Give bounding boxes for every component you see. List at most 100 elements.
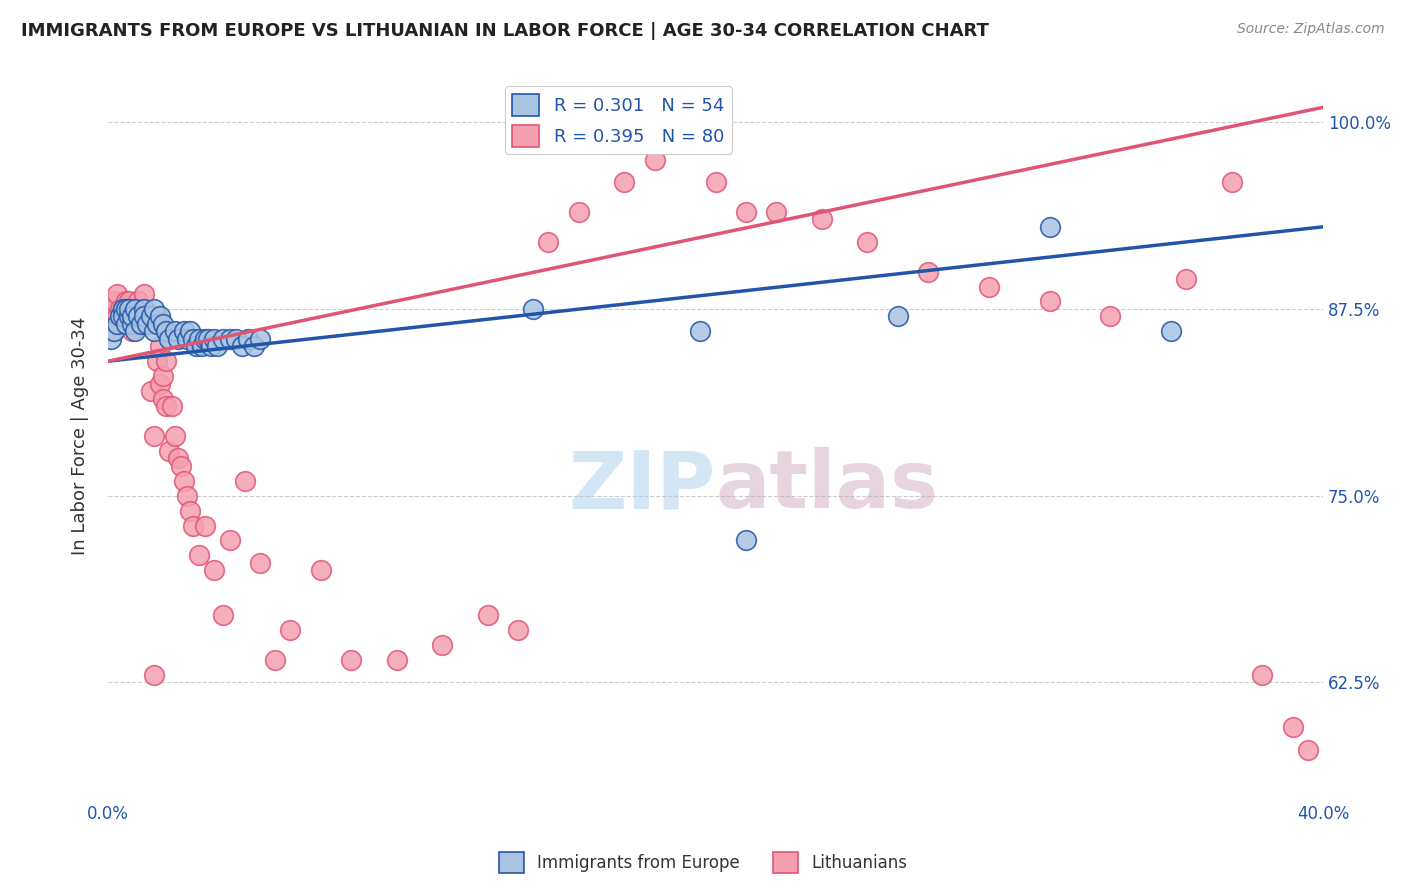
Point	[100, 332, 122, 346]
Point	[124, 301, 146, 316]
Point	[127, 310, 149, 324]
Point	[121, 324, 143, 338]
Point	[100, 324, 122, 338]
Point	[194, 332, 217, 346]
Point	[112, 310, 135, 324]
Point	[155, 399, 177, 413]
Point	[100, 301, 122, 316]
Point	[704, 175, 727, 189]
Point	[124, 324, 146, 338]
Point	[108, 310, 131, 324]
Point	[184, 339, 207, 353]
Point	[233, 474, 256, 488]
Point	[152, 392, 174, 406]
Point	[145, 317, 167, 331]
Point	[218, 533, 240, 548]
Point	[108, 301, 131, 316]
Point	[139, 384, 162, 398]
Point	[112, 301, 135, 316]
Point	[1160, 324, 1182, 338]
Point	[249, 332, 271, 346]
Point	[152, 317, 174, 331]
Point	[112, 310, 135, 324]
Point	[127, 294, 149, 309]
Text: Source: ZipAtlas.com: Source: ZipAtlas.com	[1237, 22, 1385, 37]
Point	[1175, 272, 1198, 286]
Y-axis label: In Labor Force | Age 30-34: In Labor Force | Age 30-34	[72, 317, 89, 555]
Point	[1251, 668, 1274, 682]
Point	[160, 399, 183, 413]
Point	[309, 563, 332, 577]
Point	[118, 317, 141, 331]
Point	[278, 623, 301, 637]
Point	[118, 301, 141, 316]
Point	[176, 332, 198, 346]
Point	[1296, 742, 1319, 756]
Point	[194, 518, 217, 533]
Point	[139, 310, 162, 324]
Point	[231, 339, 253, 353]
Point	[181, 518, 204, 533]
Point	[188, 332, 211, 346]
Point	[212, 332, 235, 346]
Point	[152, 369, 174, 384]
Point	[887, 310, 910, 324]
Point	[142, 301, 165, 316]
Point	[149, 310, 172, 324]
Point	[163, 324, 186, 338]
Point	[103, 324, 125, 338]
Point	[142, 668, 165, 682]
Point	[191, 339, 214, 353]
Point	[163, 429, 186, 443]
Point	[188, 549, 211, 563]
Point	[118, 310, 141, 324]
Point	[105, 317, 128, 331]
Point	[207, 339, 229, 353]
Point	[537, 235, 560, 249]
Point	[735, 533, 758, 548]
Point	[115, 301, 138, 316]
Point	[134, 310, 156, 324]
Point	[917, 264, 939, 278]
Text: IMMIGRANTS FROM EUROPE VS LITHUANIAN IN LABOR FORCE | AGE 30-34 CORRELATION CHAR: IMMIGRANTS FROM EUROPE VS LITHUANIAN IN …	[21, 22, 988, 40]
Point	[1281, 720, 1303, 734]
Point	[506, 623, 529, 637]
Point	[115, 294, 138, 309]
Point	[157, 443, 180, 458]
Point	[243, 339, 266, 353]
Point	[136, 317, 159, 331]
Point	[179, 503, 201, 517]
Point	[112, 301, 135, 316]
Point	[202, 563, 225, 577]
Point	[131, 317, 153, 331]
Point	[735, 205, 758, 219]
Point	[105, 310, 128, 324]
Point	[856, 235, 879, 249]
Point	[157, 332, 180, 346]
Point	[689, 324, 711, 338]
Point	[136, 317, 159, 331]
Point	[170, 458, 193, 473]
Point	[149, 376, 172, 391]
Point	[167, 332, 190, 346]
Point	[264, 653, 287, 667]
Legend: Immigrants from Europe, Lithuanians: Immigrants from Europe, Lithuanians	[492, 846, 914, 880]
Point	[121, 310, 143, 324]
Point	[1220, 175, 1243, 189]
Point	[173, 474, 195, 488]
Point	[1099, 310, 1122, 324]
Text: ZIP: ZIP	[568, 447, 716, 525]
Point	[613, 175, 636, 189]
Point	[179, 324, 201, 338]
Point	[176, 489, 198, 503]
Point	[1039, 219, 1062, 234]
Point	[115, 301, 138, 316]
Point	[173, 324, 195, 338]
Point	[249, 556, 271, 570]
Point	[142, 324, 165, 338]
Point	[522, 301, 544, 316]
Point	[134, 310, 156, 324]
Point	[811, 212, 834, 227]
Point	[124, 310, 146, 324]
Point	[202, 332, 225, 346]
